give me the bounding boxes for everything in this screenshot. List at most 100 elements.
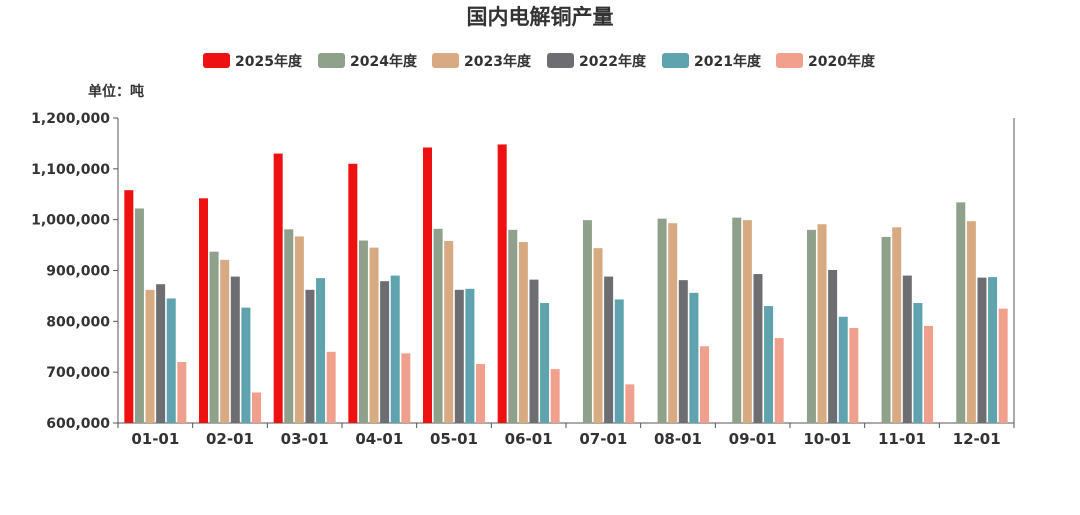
bar [476,364,485,423]
bar [913,303,923,423]
legend-label: 2021年度 [694,53,762,70]
legend-swatch [432,53,459,68]
x-tick-label: 10-01 [803,430,851,448]
bar [166,298,176,423]
bar [380,281,390,423]
bar [732,217,742,423]
bar [849,327,859,423]
legend-label: 2024年度 [350,53,418,70]
y-tick-label: 900,000 [46,264,110,280]
bar [156,284,166,423]
legend-swatch [318,53,345,68]
bar [582,220,592,423]
x-tick-label: 11-01 [878,430,926,448]
bar [540,303,550,423]
bar [497,144,507,423]
x-tick-label: 01-01 [131,430,179,448]
bar [817,224,827,423]
bar [134,208,144,423]
bar [529,279,539,423]
bar [220,259,230,423]
legend[interactable]: 2025年度 2024年度 2023年度 2022年度 2021年度 2020年度 [203,53,876,70]
bar [358,240,368,423]
bar [828,269,838,423]
x-tick-label: 07-01 [579,430,627,448]
legend-item[interactable]: 2023年度 [432,53,532,70]
bar [678,280,688,423]
bar [124,190,134,423]
bar [316,278,326,423]
bar [689,292,699,423]
bar [988,277,998,423]
legend-item[interactable]: 2021年度 [662,53,762,70]
bar [273,153,283,424]
bar [956,202,966,423]
legend-label: 2022年度 [579,53,647,70]
x-tick-label: 09-01 [729,430,777,448]
legend-label: 2025年度 [235,53,303,70]
bar [390,275,400,423]
legend-item[interactable]: 2024年度 [318,53,418,70]
bar [252,392,261,423]
bar [742,220,752,423]
x-tick-label: 12-01 [953,430,1001,448]
bars [124,144,1008,424]
legend-label: 2020年度 [808,53,876,70]
bar [454,289,464,423]
y-axis-unit-label: 单位：吨 [88,83,144,100]
bar [209,251,219,423]
bar [764,306,774,423]
bar [199,198,208,423]
bar [668,223,678,423]
x-tick-label: 06-01 [505,430,553,448]
y-tick-label: 600,000 [46,416,110,432]
bar [892,227,902,423]
bar [614,299,624,423]
legend-item[interactable]: 2020年度 [776,53,876,70]
bar [294,236,304,423]
bar [838,316,848,423]
bar [401,353,411,423]
bar [977,277,987,423]
legend-swatch [776,53,803,68]
legend-swatch [547,53,574,68]
bar [806,229,816,423]
bar [348,163,358,423]
bar [423,147,432,423]
x-tick-label: 05-01 [430,430,478,448]
x-tick-label: 04-01 [355,430,403,448]
chart-title: 国内电解铜产量 [467,5,614,29]
bar [433,228,443,423]
bar [305,289,315,423]
y-tick-label: 1,100,000 [31,162,110,178]
y-tick-label: 800,000 [46,314,110,330]
x-tick-label: 02-01 [206,430,254,448]
x-tick-label: 03-01 [281,430,329,448]
legend-swatch [662,53,689,68]
bar [518,242,528,423]
bar [369,247,379,423]
bar [902,275,912,423]
bar [593,248,603,423]
y-tick-label: 700,000 [46,365,110,381]
axes: 600,000 700,000 800,000 900,000 1,000,000 1,1… [31,111,1015,448]
bar [508,229,518,423]
bar [177,362,187,423]
legend-swatch [203,53,230,68]
y-tick-label: 1,000,000 [31,213,110,229]
bar [444,241,454,423]
legend-item[interactable]: 2025年度 [203,53,303,70]
bar [774,338,784,423]
bar [241,307,251,423]
bar [145,289,155,423]
bar [625,384,635,423]
bar [230,276,240,423]
bar [326,351,336,423]
bar [604,276,614,423]
bar [284,229,294,423]
legend-item[interactable]: 2022年度 [547,53,647,70]
bar [550,369,560,423]
bar [465,288,475,423]
bar [753,274,763,423]
